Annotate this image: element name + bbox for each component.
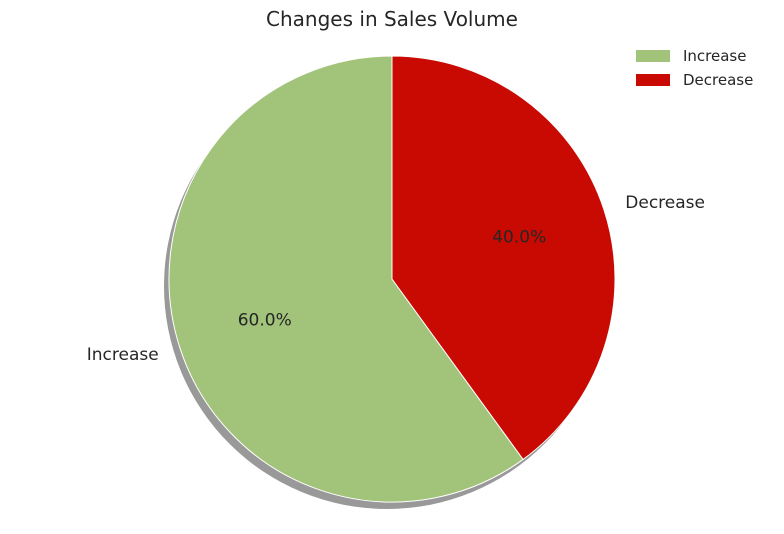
legend-swatch-increase (636, 50, 670, 62)
chart-title: Changes in Sales Volume (266, 7, 518, 31)
legend-swatch-decrease (636, 74, 670, 86)
pie-percent-label-increase: 60.0% (238, 310, 292, 330)
legend-label-decrease: Decrease (683, 73, 753, 88)
pie-category-label-decrease: Decrease (625, 193, 705, 213)
legend-item-increase: Increase (636, 44, 766, 68)
pie-slices (169, 56, 615, 502)
legend: Increase Decrease (636, 44, 766, 92)
pie-percent-label-decrease: 40.0% (492, 228, 546, 248)
pie-category-label-increase: Increase (87, 345, 159, 365)
legend-item-decrease: Decrease (636, 68, 766, 92)
legend-label-increase: Increase (683, 49, 746, 64)
